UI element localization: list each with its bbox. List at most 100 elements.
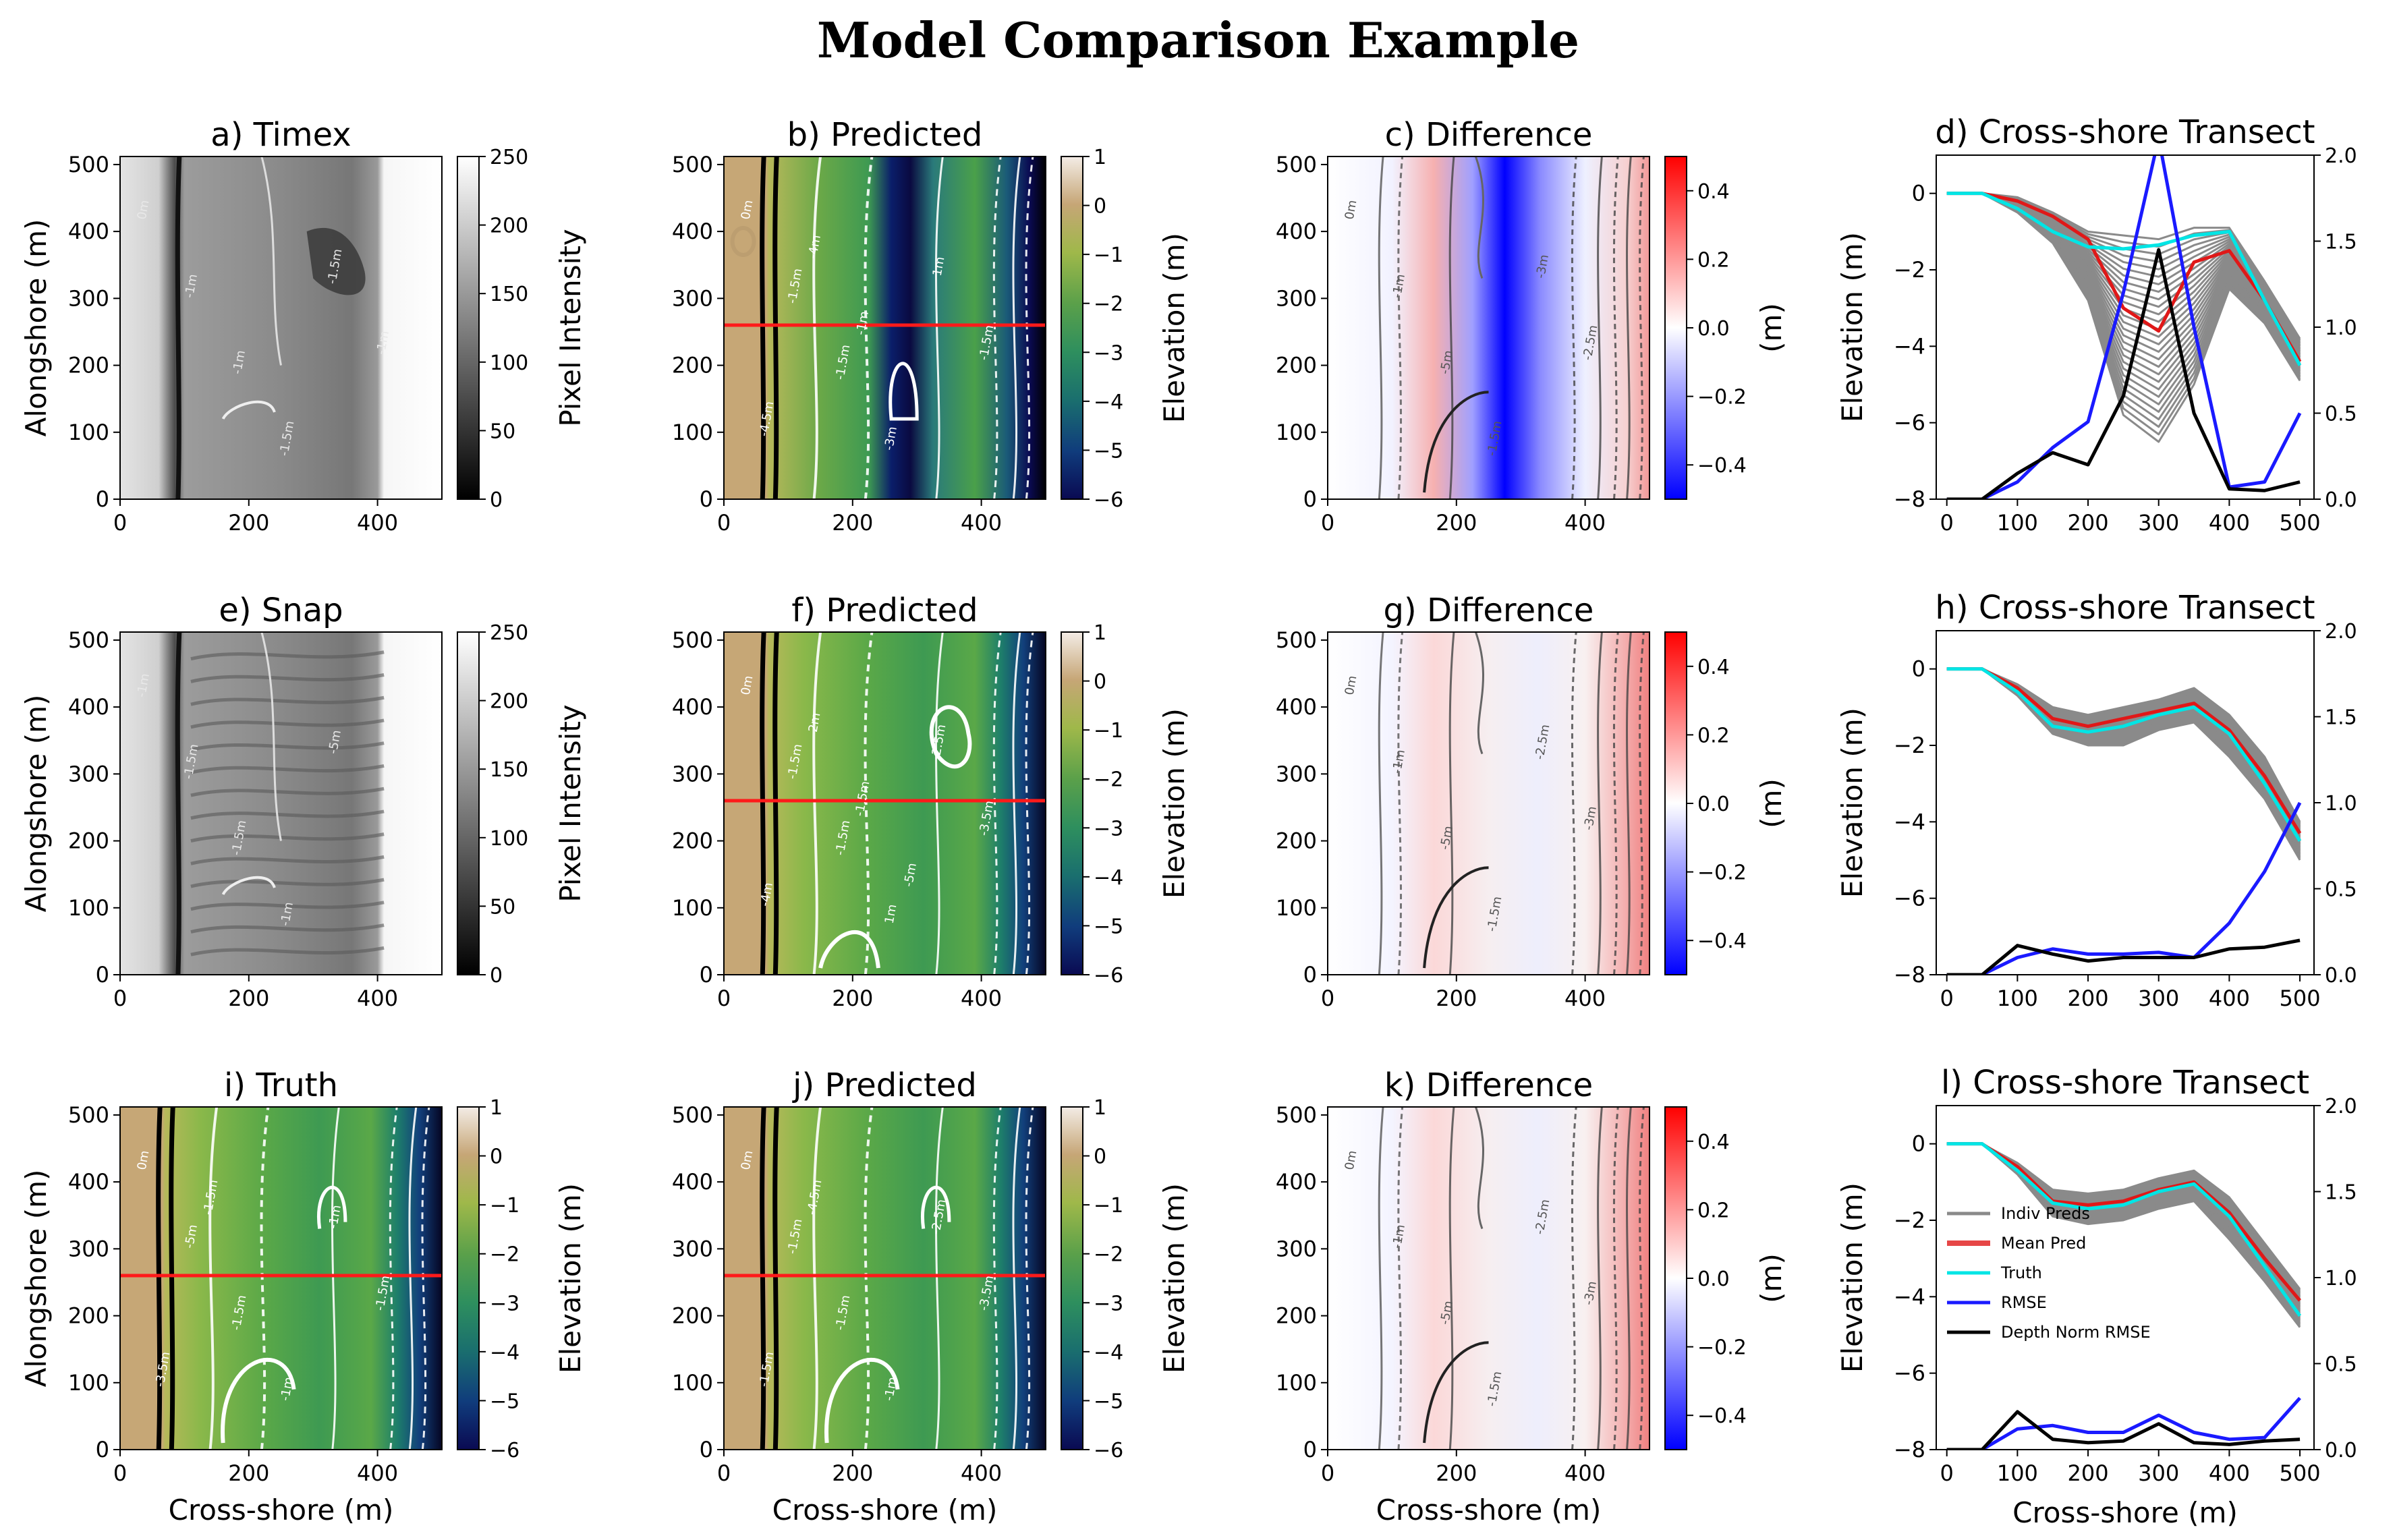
x-tick-label: 400 (2209, 986, 2250, 1011)
x-tick-label: 400 (961, 986, 1002, 1011)
axes-frame (1327, 1106, 1650, 1450)
white-contour (1025, 1106, 1034, 1450)
texture-streak (190, 809, 385, 820)
x-tick-label: 0 (717, 1460, 731, 1486)
x-tick-label: 200 (228, 1460, 269, 1486)
gray-contour (1597, 156, 1603, 500)
x-axis-label: Cross-shore (m) (1376, 1493, 1602, 1527)
colorbar-tick-label: 0.2 (1697, 1199, 1730, 1222)
gray-contour (1448, 156, 1455, 500)
gray-contour (1571, 631, 1577, 975)
panel-h: 0 100 200 300 400 500 0 −2 −4 −6 −8 2.0 1.5 1.0 0.5 0.0… (1836, 589, 2357, 1011)
x-tick-label: 200 (228, 986, 269, 1011)
closed-contour (221, 1358, 296, 1444)
texture-streak (190, 673, 385, 683)
contour-label: 0m (739, 1149, 756, 1171)
y-tick-label: 100 (68, 420, 109, 445)
colorbar-tick-label: −0.4 (1697, 930, 1747, 953)
colorbar-tick-label: 50 (490, 895, 515, 919)
y-tick-label: 200 (68, 353, 109, 378)
gray-contour (1475, 631, 1484, 755)
colorbar-tick-label: −5 (490, 1390, 519, 1413)
colorbar-tick-label: 0 (490, 1145, 503, 1169)
y-tick-label: −2 (1894, 733, 1925, 758)
y-tick-label: −4 (1894, 809, 1925, 834)
y-tick-label: 300 (672, 285, 713, 311)
plot-area (1946, 155, 2302, 499)
y2-tick-label: 1.0 (2325, 1267, 2357, 1290)
mean-pred-line (1946, 667, 2302, 834)
panel-title: f) Predicted (791, 592, 978, 629)
panel-c: 0m-1m-5m-1.5m-3m-2.5m0 200 400010020030040… (1276, 116, 1788, 536)
colorbar-tick-label: 150 (490, 283, 528, 306)
panel-a: 0m-1m-1m-1.5m-1.5m-1m0 200 400010020030040… (20, 116, 587, 536)
x-tick-label: 200 (1436, 986, 1477, 1011)
panel-title: h) Cross-shore Transect (1935, 589, 2315, 627)
y-tick-label: 400 (68, 694, 109, 720)
indiv-pred-line (1946, 1143, 2301, 1328)
colorbar-tick-label: 0.4 (1697, 1131, 1730, 1154)
x-tick-label: 400 (357, 986, 398, 1011)
y-axis-label: Elevation (m) (1836, 232, 1869, 422)
colorbar (1664, 631, 1687, 975)
y-axis-label: Alongshore (m) (20, 1170, 53, 1388)
gray-contour (1612, 631, 1619, 975)
colorbar-tick-label: 0.4 (1697, 656, 1730, 679)
x-tick-label: 400 (357, 510, 398, 536)
panel-g: 0m-1m-5m-1.5m-2.5m-3m0 200 400010020030040… (1276, 592, 1788, 1011)
y-tick-label: 100 (1276, 1370, 1317, 1396)
white-contour (992, 1106, 1002, 1450)
y-tick-label: 200 (68, 1303, 109, 1329)
y-tick-label: 100 (672, 1370, 713, 1396)
y-tick-label: 200 (1276, 828, 1317, 854)
x-tick-label: 400 (357, 1460, 398, 1486)
y2-tick-label: 0.0 (2325, 964, 2357, 988)
white-contour (1012, 156, 1021, 500)
colorbar-tick-label: 200 (490, 690, 528, 714)
y-tick-label: 0 (700, 1437, 713, 1462)
texture-streak (190, 650, 385, 661)
dark-contour (1423, 1341, 1489, 1444)
colorbar-label: Pixel Intensity (554, 704, 587, 902)
x-tick-label: 100 (1997, 1460, 2038, 1486)
colorbar (457, 156, 480, 500)
colorbar-tick-label: 0.4 (1697, 180, 1730, 204)
y-tick-label: −2 (1894, 257, 1925, 283)
x-tick-label: 500 (2280, 510, 2321, 536)
x-tick-label: 100 (1997, 986, 2038, 1011)
closed-contour (818, 930, 880, 969)
y-tick-label: 500 (672, 1102, 713, 1128)
axes-frame (723, 156, 1046, 500)
y-tick-label: −4 (1894, 1284, 1925, 1309)
sand-strip (724, 632, 763, 975)
x-tick-label: 0 (113, 510, 127, 536)
x-tick-label: 300 (2138, 986, 2179, 1011)
x-tick-label: 200 (2068, 986, 2109, 1011)
colorbar-tick-label: 0.0 (1697, 1267, 1730, 1291)
closed-contour (824, 1358, 900, 1444)
indiv-pred-line (1946, 668, 2301, 861)
colorbar-tick-label: 100 (490, 351, 528, 375)
shoreline-contour (772, 631, 779, 975)
sand-strip (724, 1107, 763, 1450)
y-tick-label: 200 (672, 828, 713, 854)
y-tick-label: −4 (1894, 333, 1925, 359)
axes-frame (723, 1106, 1046, 1450)
y-tick-label: 300 (1276, 1236, 1317, 1261)
colorbar-tick-label: 150 (490, 758, 528, 782)
y-tick-label: 500 (1276, 1102, 1317, 1128)
x-tick-label: 300 (2138, 510, 2179, 536)
panel-i: 0m-5m-1.5m-1m-1m-1.5m-3.5m-1.5m0 200 40001… (20, 1066, 587, 1527)
y2-tick-label: 0.5 (2325, 403, 2357, 426)
contour-label: 0m (1343, 1149, 1360, 1171)
x-tick-label: 0 (1321, 510, 1334, 536)
y-tick-label: 100 (68, 895, 109, 921)
y-tick-label: 400 (1276, 694, 1317, 720)
x-tick-label: 200 (832, 1460, 873, 1486)
panel-title: i) Truth (224, 1066, 338, 1104)
colorbar-tick-label: −1 (1094, 1194, 1123, 1218)
colorbar-tick-label: 50 (490, 420, 515, 443)
gray-contour (1639, 631, 1645, 975)
